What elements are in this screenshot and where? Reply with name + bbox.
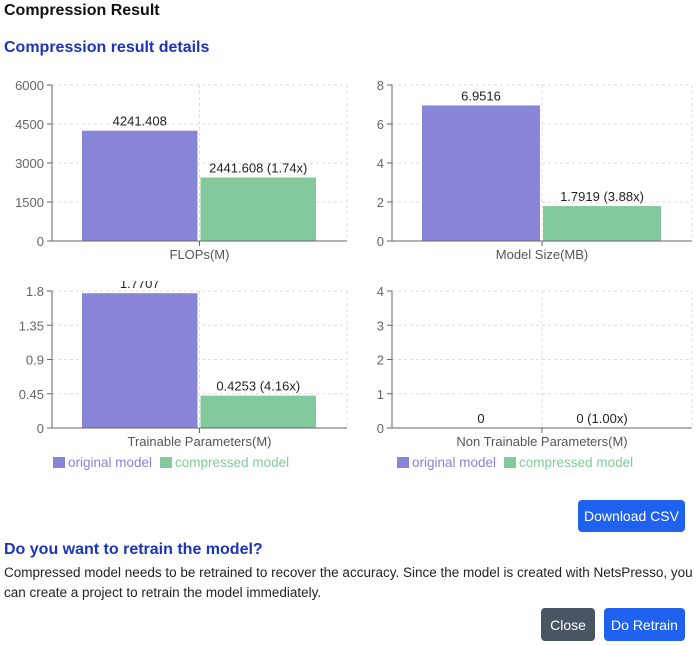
legend-label: original model — [412, 455, 497, 470]
y-tick-label: 6 — [377, 117, 384, 132]
chart-non-trainable-params: 0 1 2 3 4 0 0 (1.00x) Non Trainable Parameters(… — [377, 284, 693, 449]
chart-trainable-params: 0 0.45 0.9 1.35 1.8 1.7707 0.4253 (4.16x) Train… — [19, 281, 348, 449]
bar-original — [82, 293, 198, 428]
y-tick-label: 1500 — [15, 195, 44, 210]
bar-value-label: 0 (1.00x) — [576, 411, 627, 426]
bar-value-label: 2441.608 (1.74x) — [209, 161, 307, 176]
legend-left: original model compressed model — [53, 455, 289, 470]
bar-compressed — [200, 395, 316, 428]
y-tick-label: 1 — [377, 387, 384, 402]
chart-model-size: 0 2 4 6 8 6.9516 1.7919 (3.88x) Model Size(MB) — [377, 78, 693, 262]
bar-original — [82, 130, 198, 241]
bar-value-label: 0.4253 (4.16x) — [216, 379, 300, 394]
y-tick-label: 2 — [377, 195, 384, 210]
bar-value-label: 1.7919 (3.88x) — [560, 189, 644, 204]
bar-compressed — [543, 206, 661, 241]
x-axis-label: Model Size(MB) — [496, 247, 588, 262]
x-axis-label: Non Trainable Parameters(M) — [456, 434, 627, 449]
bar-value-label: 4241.408 — [113, 114, 167, 129]
y-tick-label: 1.35 — [19, 318, 44, 333]
chart-flops: 0 1500 3000 4500 6000 4241.408 2441.608 (1.74x… — [15, 78, 348, 262]
bar-compressed — [200, 177, 316, 241]
legend-label: compressed model — [175, 455, 290, 470]
y-tick-label: 4500 — [15, 117, 44, 132]
section-title: Compression result details — [4, 39, 210, 56]
y-tick-label: 0 — [377, 234, 384, 249]
legend-swatch — [53, 457, 65, 468]
x-axis-label: FLOPs(M) — [170, 247, 230, 262]
y-tick-label: 4 — [377, 156, 384, 171]
legend-swatch — [160, 457, 173, 468]
retrain-description: Compressed model needs to be retrained t… — [4, 565, 693, 600]
retrain-title: Do you want to retrain the model? — [4, 541, 263, 558]
y-tick-label: 0 — [37, 234, 44, 249]
y-tick-label: 3000 — [15, 156, 44, 171]
legend-item-original[interactable]: original model — [53, 455, 152, 470]
legend-item-compressed[interactable]: compressed model — [160, 455, 289, 470]
do-retrain-button[interactable]: Do Retrain — [604, 608, 685, 641]
close-button[interactable]: Close — [541, 608, 595, 641]
legend-label: compressed model — [519, 455, 634, 470]
x-axis-label: Trainable Parameters(M) — [127, 434, 271, 449]
y-tick-label: 0.45 — [19, 387, 44, 402]
y-tick-label: 1.8 — [26, 284, 44, 299]
y-tick-label: 0 — [37, 421, 44, 436]
bar-value-label: 6.9516 — [461, 88, 501, 103]
legend-item-original[interactable]: original model — [397, 455, 496, 470]
bar-value-label: 1.7707 — [120, 281, 160, 291]
y-tick-label: 8 — [377, 78, 384, 93]
legend-right: original model compressed model — [397, 455, 633, 470]
legend-item-compressed[interactable]: compressed model — [504, 455, 633, 470]
y-tick-label: 0 — [377, 421, 384, 436]
download-csv-button[interactable]: Download CSV — [578, 500, 685, 532]
bar-value-label: 0 — [477, 411, 484, 426]
dialog-title: Compression Result — [4, 2, 160, 19]
y-tick-label: 3 — [377, 318, 384, 333]
y-tick-label: 0.9 — [26, 353, 44, 368]
bar-original — [422, 105, 540, 241]
legend-swatch — [397, 457, 409, 468]
y-tick-label: 4 — [377, 284, 384, 299]
legend-label: original model — [68, 455, 153, 470]
legend-swatch — [504, 457, 517, 468]
y-tick-label: 2 — [377, 353, 384, 368]
y-tick-label: 6000 — [15, 78, 44, 93]
